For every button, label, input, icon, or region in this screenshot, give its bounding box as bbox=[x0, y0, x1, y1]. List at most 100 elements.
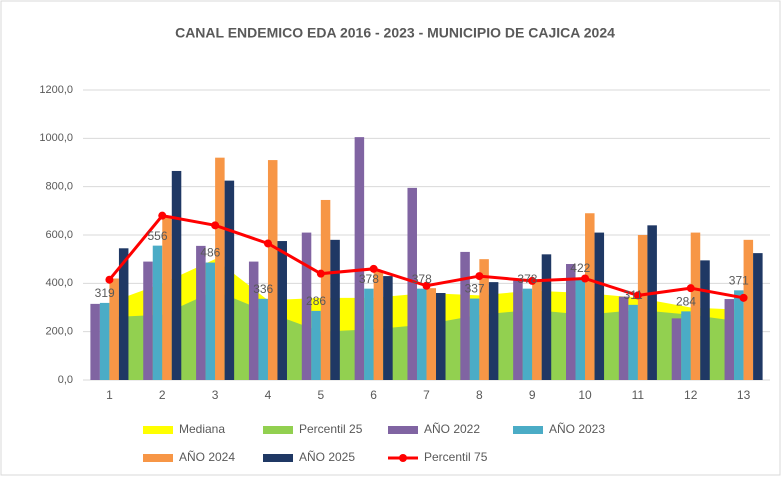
bar bbox=[109, 278, 119, 380]
y-tick-label: 0,0 bbox=[58, 374, 73, 386]
y-tick-label: 1200,0 bbox=[39, 84, 73, 96]
data-label: 378 bbox=[412, 272, 432, 286]
bar bbox=[152, 245, 163, 380]
legend-swatch bbox=[263, 454, 293, 462]
bar bbox=[469, 298, 480, 380]
bar bbox=[426, 288, 437, 380]
bar bbox=[488, 282, 499, 380]
x-tick-label: 6 bbox=[370, 388, 377, 402]
legend-label: Percentil 25 bbox=[299, 422, 363, 436]
bar bbox=[373, 271, 384, 380]
bar bbox=[171, 170, 182, 380]
y-tick-label: 800,0 bbox=[45, 181, 73, 193]
line-point bbox=[739, 293, 748, 302]
bar bbox=[196, 245, 206, 380]
x-tick-label: 13 bbox=[737, 388, 751, 402]
line-point bbox=[633, 291, 642, 300]
bar bbox=[248, 261, 259, 380]
chart-title: CANAL ENDEMICO EDA 2016 - 2023 - MUNICIP… bbox=[175, 25, 615, 41]
bar bbox=[277, 241, 287, 380]
bar bbox=[354, 137, 365, 380]
bar bbox=[258, 298, 268, 380]
bar bbox=[671, 318, 682, 380]
bar bbox=[753, 253, 763, 380]
bar bbox=[628, 304, 638, 380]
y-tick-label: 600,0 bbox=[45, 229, 73, 241]
bar bbox=[407, 187, 417, 380]
data-label: 286 bbox=[306, 294, 326, 308]
legend-label: AÑO 2025 bbox=[299, 450, 355, 464]
bar bbox=[215, 157, 225, 380]
x-tick-label: 5 bbox=[317, 388, 324, 402]
line-point bbox=[263, 239, 272, 248]
line-point bbox=[686, 284, 695, 293]
y-tick-label: 400,0 bbox=[45, 277, 73, 289]
bar bbox=[647, 225, 657, 380]
data-label: 311 bbox=[624, 288, 643, 302]
x-tick-label: 8 bbox=[476, 388, 483, 402]
bar bbox=[143, 261, 153, 380]
legend-label: AÑO 2023 bbox=[549, 422, 605, 436]
bar bbox=[618, 296, 629, 380]
bar bbox=[700, 260, 710, 380]
data-label: 378 bbox=[359, 272, 379, 286]
line-point bbox=[528, 276, 537, 285]
legend-label: AÑO 2024 bbox=[179, 450, 235, 464]
line-point bbox=[158, 211, 167, 220]
bar bbox=[436, 293, 446, 380]
bar bbox=[162, 215, 172, 380]
bar bbox=[416, 288, 427, 380]
x-tick-label: 2 bbox=[159, 388, 166, 402]
bar bbox=[734, 290, 744, 380]
bar bbox=[743, 239, 754, 380]
bar bbox=[364, 288, 374, 380]
line-point bbox=[211, 221, 220, 230]
bar bbox=[90, 303, 100, 380]
bar bbox=[267, 160, 278, 380]
legend-swatch bbox=[399, 454, 407, 462]
x-tick-label: 3 bbox=[212, 388, 219, 402]
line-point bbox=[105, 275, 114, 284]
legend-swatch bbox=[263, 426, 293, 434]
bar bbox=[330, 239, 340, 380]
bar bbox=[383, 276, 393, 380]
line-point bbox=[369, 264, 378, 273]
x-tick-label: 12 bbox=[684, 388, 698, 402]
bar bbox=[637, 235, 648, 380]
line-point bbox=[581, 274, 590, 283]
legend-swatch bbox=[143, 454, 173, 462]
data-label: 319 bbox=[95, 286, 115, 300]
line-point bbox=[475, 272, 484, 281]
data-label: 556 bbox=[147, 229, 167, 243]
legend-label: Percentil 75 bbox=[424, 450, 488, 464]
bar bbox=[681, 311, 691, 380]
legend-swatch bbox=[143, 426, 173, 434]
bar bbox=[724, 299, 735, 380]
data-label: 422 bbox=[570, 261, 590, 275]
legend-swatch bbox=[388, 426, 418, 434]
y-tick-label: 1000,0 bbox=[39, 132, 73, 144]
x-tick-label: 9 bbox=[529, 388, 536, 402]
bar bbox=[522, 288, 533, 380]
bar bbox=[118, 248, 129, 380]
data-label: 337 bbox=[465, 282, 485, 296]
data-label: 486 bbox=[200, 246, 220, 260]
x-tick-label: 7 bbox=[423, 388, 430, 402]
x-tick-label: 11 bbox=[632, 388, 645, 402]
bar bbox=[479, 259, 489, 380]
bar bbox=[575, 278, 586, 380]
bar bbox=[320, 199, 331, 380]
data-label: 378 bbox=[517, 272, 537, 286]
bar bbox=[585, 213, 595, 380]
bar bbox=[532, 279, 542, 380]
data-label: 371 bbox=[729, 274, 749, 288]
line-point bbox=[422, 281, 431, 290]
bar bbox=[224, 180, 235, 380]
legend-swatch bbox=[513, 426, 543, 434]
x-tick-label: 1 bbox=[106, 388, 113, 402]
y-tick-label: 200,0 bbox=[45, 326, 73, 338]
x-tick-label: 10 bbox=[578, 388, 592, 402]
data-label: 284 bbox=[676, 295, 696, 309]
